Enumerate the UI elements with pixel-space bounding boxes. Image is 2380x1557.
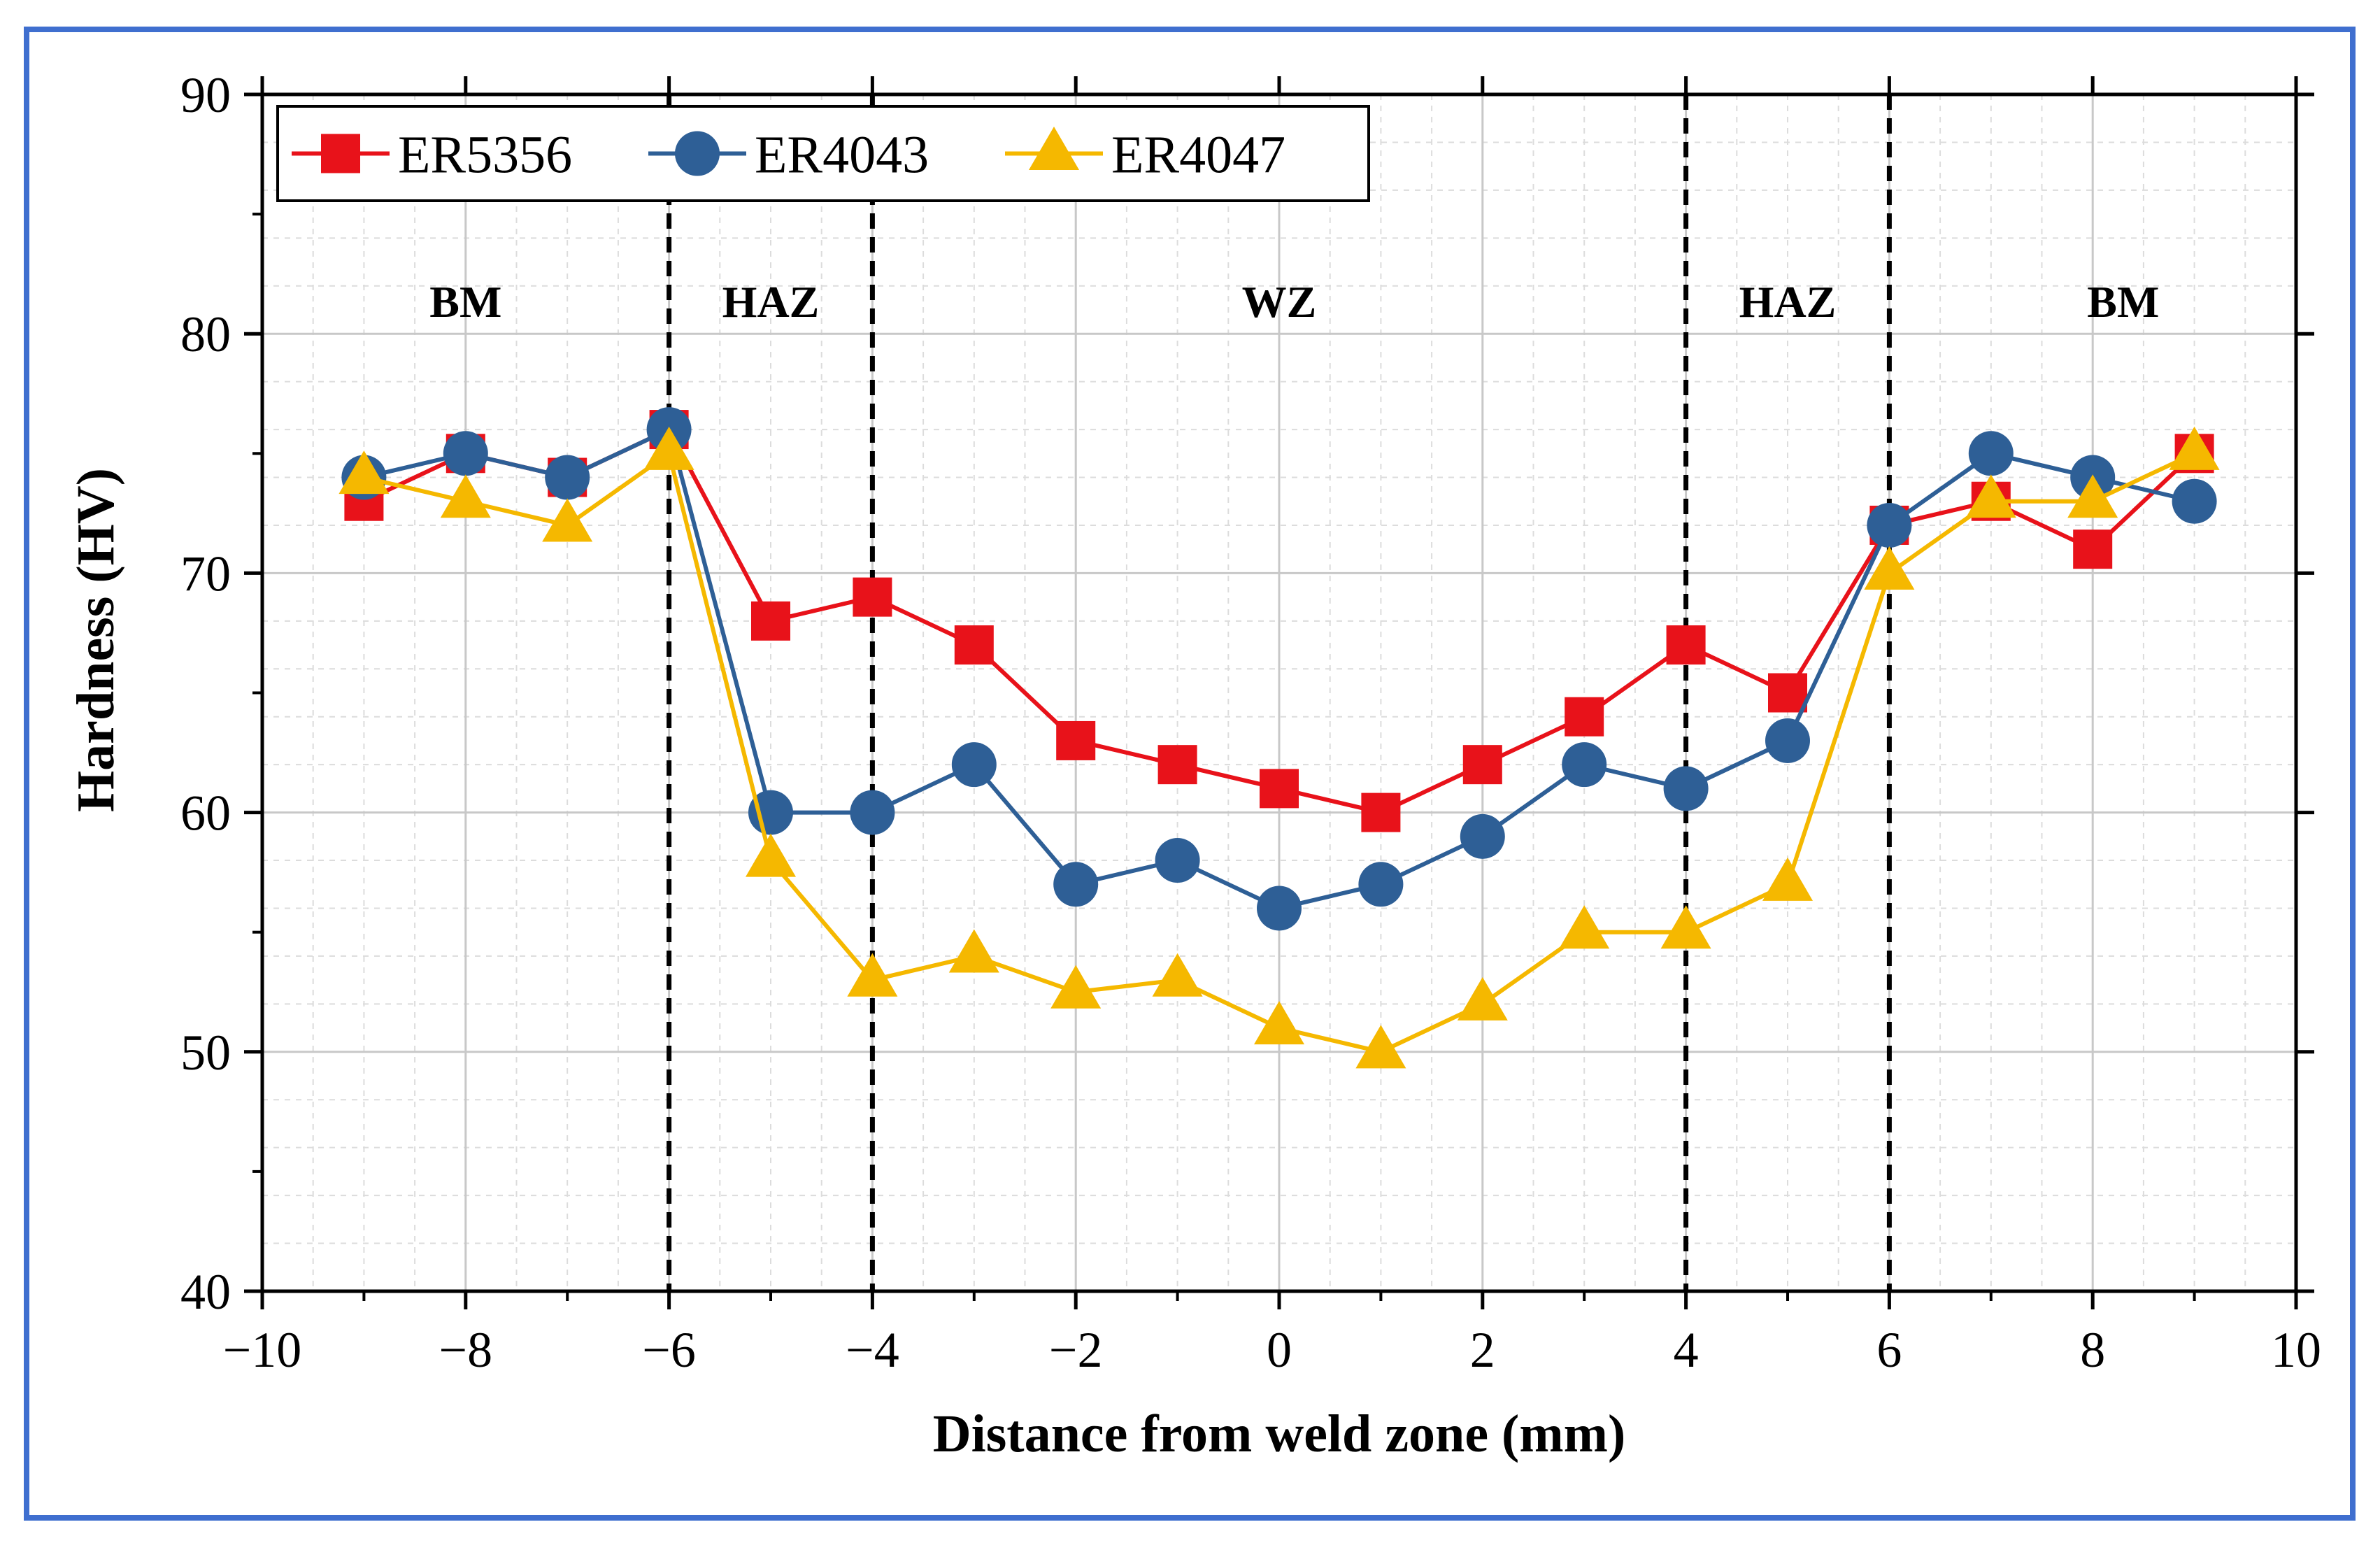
zone-labels: BM HAZ WZ HAZ BM [429,277,2159,327]
legend-label: ER5356 [398,126,572,185]
y-axis-title: Hardness (HV) [66,468,125,812]
data-point [542,498,593,542]
data-point [2067,474,2118,518]
y-tick-label: 70 [180,546,231,602]
x-tick-label: 10 [2271,1322,2321,1378]
zone-label: BM [2087,277,2159,327]
zone-label: HAZ [1739,277,1837,327]
data-point [1053,862,1099,907]
data-point [850,790,895,835]
legend: ER5356 ER4043 ER4047 [276,105,1370,202]
data-point [1152,953,1203,997]
x-tick-label: −10 [223,1322,302,1378]
data-point [339,450,390,495]
data-point [1155,838,1200,883]
data-point [1056,720,1096,760]
zone-boundaries [667,94,1892,1291]
legend-box [276,105,1370,202]
data-point [1260,769,1299,809]
legend-label: ER4047 [1111,126,1285,185]
data-point [1157,745,1197,785]
data-point [853,577,892,617]
data-point [1457,976,1508,1021]
data-point [1660,905,1711,949]
data-point [1462,745,1502,785]
data-point [1864,546,1915,590]
zone-label: BM [429,277,501,327]
x-tick-label: 4 [1674,1322,1699,1378]
zone-label: WZ [1242,277,1317,327]
data-point [1361,792,1401,832]
legend-swatch-marker [321,134,360,173]
data-point [1050,965,1102,1009]
data-point [2169,426,2220,470]
data-point [1666,625,1706,665]
y-tick-label: 90 [180,67,231,123]
data-point [1355,1025,1406,1069]
data-point [1968,431,2014,476]
legend-label: ER4043 [755,126,929,185]
x-tick-label: 8 [2080,1322,2105,1378]
data-point [1867,502,1912,548]
x-tick-label: 0 [1267,1322,1292,1378]
y-tick-label: 60 [180,785,231,841]
x-tick-label: 2 [1470,1322,1495,1378]
data-point [1965,474,2016,518]
data-point [746,833,796,877]
data-point [1254,1001,1304,1045]
data-point [1460,813,1505,859]
data-point [1762,857,1813,901]
data-point [948,929,999,973]
data-point [951,742,997,788]
data-point [1257,886,1302,931]
data-point [545,455,590,500]
x-tick-label: −2 [1049,1322,1103,1378]
data-point [751,601,790,641]
x-tick-label: −4 [846,1322,899,1378]
legend-swatch-marker [675,131,720,176]
data-series [339,407,2220,1069]
data-point [1559,905,1610,949]
series-ER4047 [339,426,2220,1069]
y-tick-label: 80 [180,306,231,362]
data-point [2172,478,2217,524]
x-tick-label: −8 [439,1322,492,1378]
data-point [1663,766,1709,811]
data-point [643,426,694,470]
x-axis-title: Distance from weld zone (mm) [933,1405,1626,1463]
legend-swatch-marker [1029,127,1079,171]
data-point [1562,742,1607,788]
data-point [1358,862,1404,907]
data-point [954,625,994,665]
x-tick-label: 6 [1876,1322,1902,1378]
data-point [1768,673,1807,713]
y-tick-label: 40 [180,1264,231,1320]
data-point [440,474,491,518]
axes: −10 −8 −6 −4 −2 0 2 4 6 8 10 40 50 60 70 80 90 [180,67,2321,1378]
y-tick-label: 50 [180,1025,231,1081]
data-point [1565,697,1604,737]
x-tick-label: −6 [642,1322,696,1378]
data-point [443,431,488,476]
data-point [1765,718,1810,763]
data-point [847,953,898,997]
data-point [2073,529,2113,569]
zone-label: HAZ [722,277,820,327]
